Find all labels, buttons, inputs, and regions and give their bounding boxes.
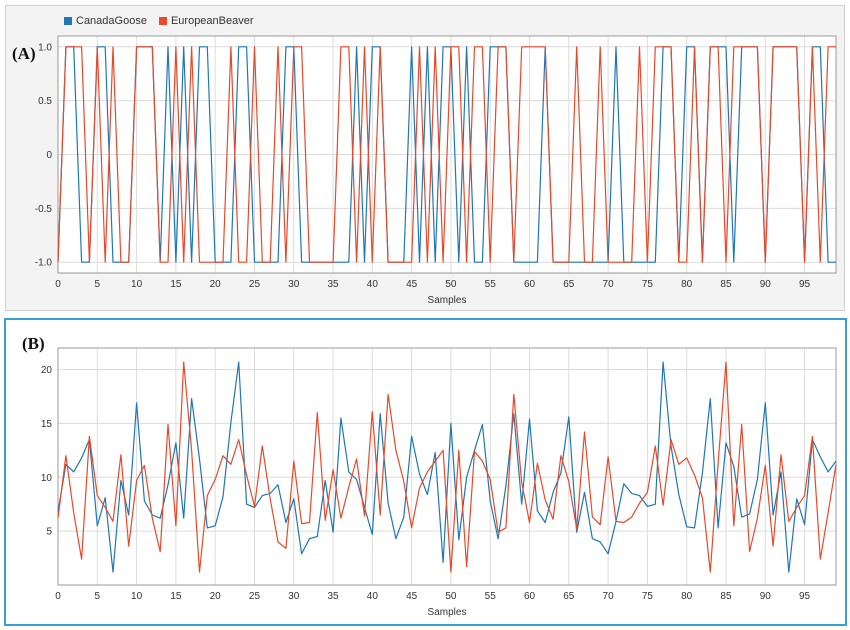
x-tick-label: 65: [563, 591, 575, 602]
x-tick-label: 30: [288, 591, 300, 602]
legend-swatch-europeanbeaver: [158, 17, 167, 25]
x-tick-label: 85: [720, 591, 732, 602]
x-tick-label: 90: [760, 591, 772, 602]
x-tick-label: 10: [131, 279, 143, 290]
plot-area: [58, 348, 836, 585]
x-tick-label: 40: [367, 591, 379, 602]
x-tick-label: 35: [327, 279, 339, 290]
x-tick-label: 70: [603, 279, 615, 290]
x-tick-label: 80: [681, 279, 693, 290]
x-tick-label: 30: [288, 279, 300, 290]
x-tick-label: 20: [210, 591, 222, 602]
x-tick-label: 25: [249, 279, 261, 290]
x-tick-label: 45: [406, 591, 418, 602]
x-tick-label: 25: [249, 591, 261, 602]
x-axis-label: Samples: [428, 295, 467, 306]
x-tick-label: 15: [170, 591, 182, 602]
y-tick-label: 20: [41, 365, 53, 376]
y-tick-label: -0.5: [35, 204, 53, 215]
chart-b: 0 5 10 15 20 25 30 35 40 45 50 55 60 65 70 75 80 85 90 95 20…: [41, 347, 837, 618]
x-tick-label: 20: [210, 279, 222, 290]
y-tick-label: 15: [41, 419, 53, 430]
x-tick-label: 15: [170, 279, 182, 290]
x-tick-label: 35: [327, 591, 339, 602]
x-tick-label: 40: [367, 279, 379, 290]
x-tick-label: 55: [485, 279, 497, 290]
legend-swatch-canadagoose: [64, 17, 72, 25]
y-tick-label: -1.0: [35, 258, 53, 269]
legend-label-canadagoose: CanadaGoose: [76, 15, 147, 27]
y-tick-label: 10: [41, 473, 53, 484]
x-tick-label: 50: [445, 279, 457, 290]
panel-label-a: (A): [12, 44, 36, 63]
y-tick-label: 5: [46, 527, 52, 538]
x-tick-label: 55: [485, 591, 497, 602]
x-tick-label: 60: [524, 279, 536, 290]
x-axis-label: Samples: [428, 607, 467, 618]
panel-b: (B) 0 5 10 15 20 25 30 35 40 45 50 55 60 65 70 75 80 85 90…: [4, 318, 847, 626]
y-tick-label: 1.0: [38, 42, 52, 53]
plot-frame: [57, 35, 837, 274]
chart-a: 0 5 10 15 20 25 30 35 40 45 50 55 60 65 70 75 80 85 90 95 1.…: [35, 35, 837, 306]
panel-label-b: (B): [22, 334, 45, 353]
legend-item-canadagoose[interactable]: CanadaGoose: [64, 15, 147, 27]
y-tick-label: 0.5: [38, 96, 52, 107]
x-tick-label: 0: [55, 591, 61, 602]
x-tick-label: 75: [642, 279, 654, 290]
x-tick-label: 0: [55, 279, 61, 290]
x-tick-label: 50: [445, 591, 457, 602]
x-tick-label: 95: [799, 591, 811, 602]
x-tick-label: 5: [95, 591, 101, 602]
series-line-europeanbeaver: [57, 46, 836, 263]
panel-a: CanadaGoose EuropeanBeaver (A) 0 5 10 15 20 2…: [5, 5, 845, 311]
x-tick-label: 45: [406, 279, 418, 290]
x-tick-label: 5: [95, 279, 101, 290]
x-tick-label: 70: [603, 591, 615, 602]
x-tick-label: 75: [642, 591, 654, 602]
x-tick-label: 80: [681, 591, 693, 602]
legend-label-europeanbeaver: EuropeanBeaver: [170, 15, 254, 27]
x-tick-label: 65: [563, 279, 575, 290]
series-line-canadagoose: [57, 361, 837, 573]
y-tick-label: 0: [46, 150, 52, 161]
legend: CanadaGoose EuropeanBeaver: [64, 15, 254, 27]
x-tick-label: 60: [524, 591, 536, 602]
x-tick-label: 90: [760, 279, 772, 290]
x-tick-label: 95: [799, 279, 811, 290]
x-tick-label: 10: [131, 591, 143, 602]
series-line-europeanbeaver: [57, 361, 837, 573]
x-tick-label: 85: [720, 279, 732, 290]
legend-item-europeanbeaver[interactable]: EuropeanBeaver: [158, 15, 254, 27]
